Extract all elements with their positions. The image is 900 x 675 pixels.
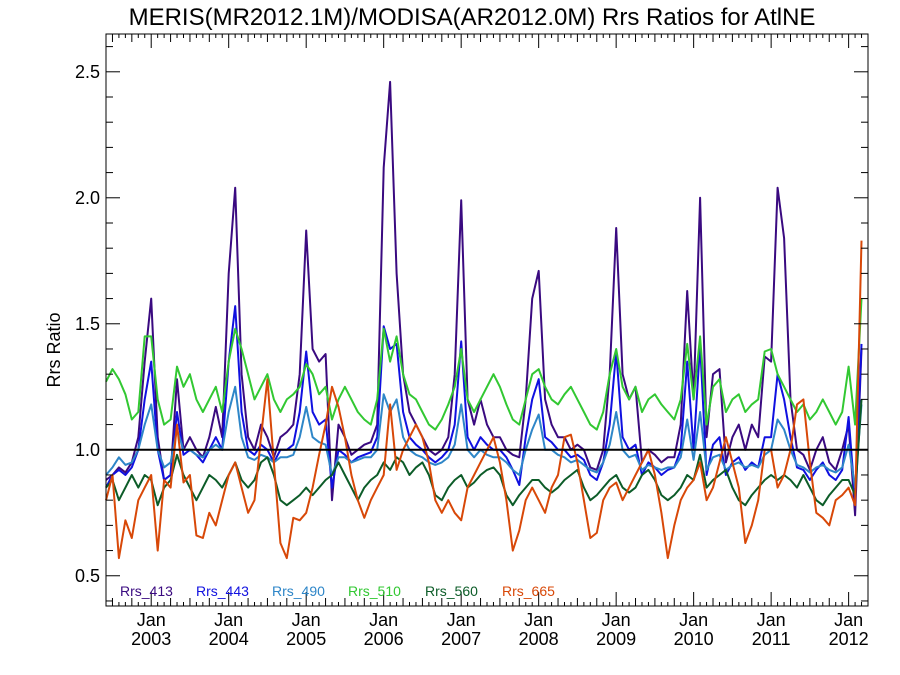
x-tick-label-year: 2003 <box>131 629 171 649</box>
x-tick-label-year: 2010 <box>674 629 714 649</box>
x-tick-label-month: Jan <box>834 610 863 630</box>
legend: Rrs_413 Rrs_443 Rrs_490 Rrs_510 Rrs_560 Rrs_6… <box>120 583 555 599</box>
x-tick-label-month: Jan <box>602 610 631 630</box>
y-axis-label: Rrs Ratio <box>44 312 64 387</box>
x-tick-label-month: Jan <box>679 610 708 630</box>
y-tick-label: 1.5 <box>75 314 100 334</box>
legend-item-rrs-510: Rrs_510 <box>348 583 401 599</box>
legend-item-rrs-413: Rrs_413 <box>120 583 173 599</box>
x-tick-label-month: Jan <box>447 610 476 630</box>
x-tick-label-year: 2008 <box>519 629 559 649</box>
x-tick-label-month: Jan <box>369 610 398 630</box>
series-line-rrs-490 <box>105 385 863 489</box>
series-line-rrs-665 <box>105 240 863 560</box>
x-tick-label-month: Jan <box>292 610 321 630</box>
x-tick-label-year: 2005 <box>286 629 326 649</box>
x-tick-label-month: Jan <box>137 610 166 630</box>
legend-item-rrs-560: Rrs_560 <box>425 583 478 599</box>
x-tick-label-year: 2012 <box>829 629 869 649</box>
y-tick-label: 2.5 <box>75 62 100 82</box>
legend-item-rrs-490: Rrs_490 <box>272 583 325 599</box>
chart-title: MERIS(MR2012.1M)/MODISA(AR2012.0M) Rrs R… <box>129 4 816 31</box>
series-line-rrs-413 <box>105 80 863 517</box>
x-tick-label-month: Jan <box>757 610 786 630</box>
y-tick-label: 2.0 <box>75 188 100 208</box>
legend-item-rrs-443: Rrs_443 <box>196 583 249 599</box>
y-tick-label: 0.5 <box>75 566 100 586</box>
series-layer <box>105 80 863 560</box>
x-tick-label-year: 2007 <box>441 629 481 649</box>
axis-ticks: 0.51.01.52.02.5Jan2003Jan2004Jan2005Jan2… <box>75 34 869 649</box>
legend-item-rrs-665: Rrs_665 <box>502 583 555 599</box>
x-tick-label-month: Jan <box>214 610 243 630</box>
y-tick-label: 1.0 <box>75 440 100 460</box>
x-tick-label-month: Jan <box>524 610 553 630</box>
x-tick-label-year: 2006 <box>364 629 404 649</box>
series-line-rrs-510 <box>105 298 863 431</box>
series-line-rrs-443 <box>105 305 863 502</box>
x-tick-label-year: 2011 <box>752 629 791 649</box>
x-tick-label-year: 2004 <box>209 629 249 649</box>
x-tick-label-year: 2009 <box>596 629 636 649</box>
